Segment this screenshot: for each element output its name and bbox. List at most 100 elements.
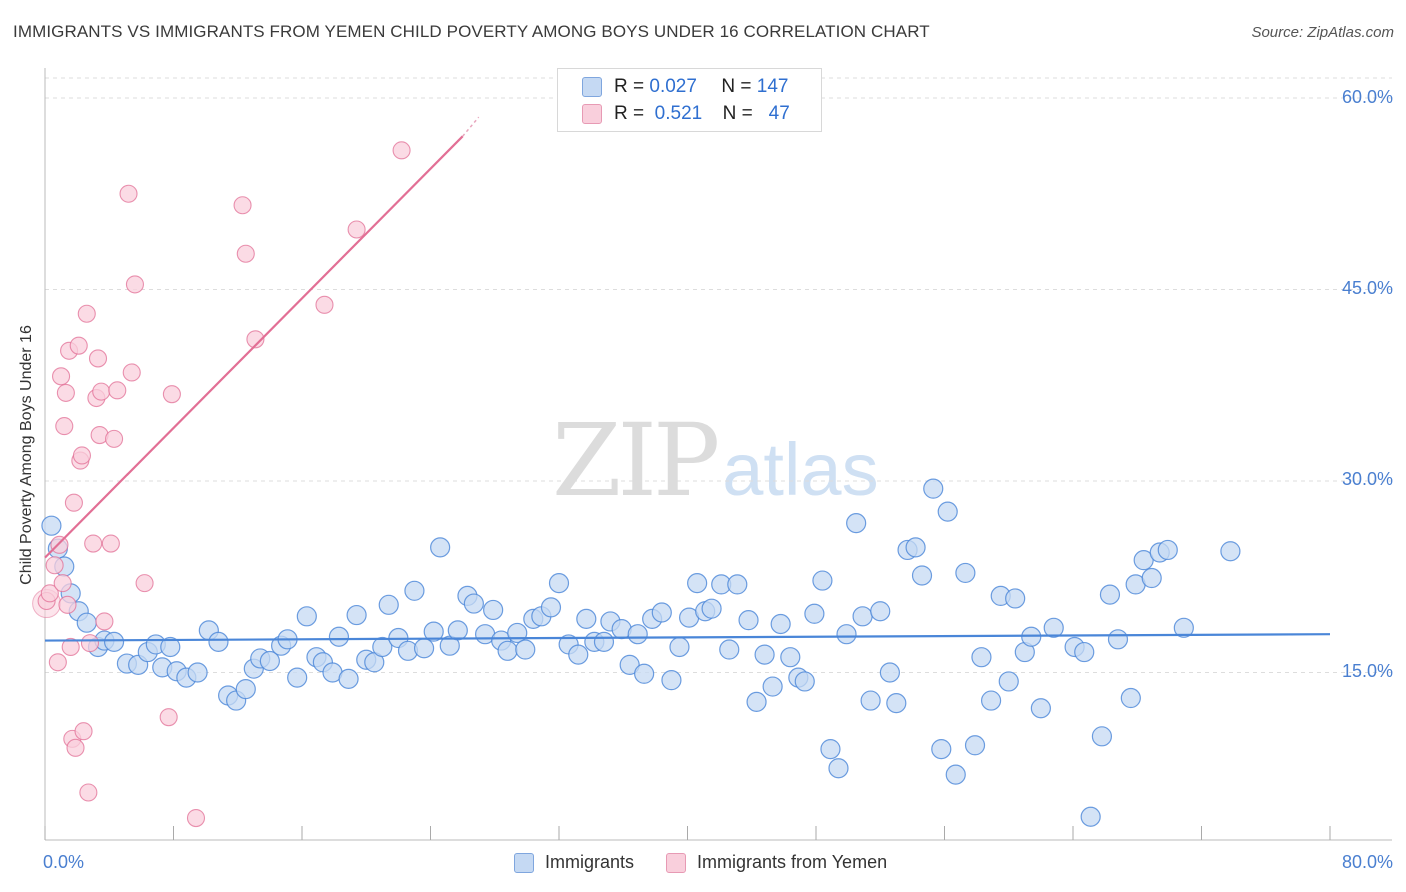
data-point-immigrants (945, 764, 966, 785)
data-point-immigrants (1043, 617, 1064, 638)
data-point-yemen (56, 383, 75, 402)
data-point-immigrants (1173, 617, 1194, 638)
data-point-immigrants (413, 638, 435, 659)
data-point-yemen (233, 196, 252, 215)
data-point-immigrants (669, 636, 690, 658)
data-point-yemen (105, 429, 124, 448)
data-point-immigrants (1120, 687, 1141, 709)
data-point-immigrants (804, 603, 825, 624)
data-point-immigrants (447, 620, 468, 641)
data-point-yemen (53, 574, 72, 593)
legend-swatch-pink (666, 852, 687, 873)
data-point-immigrants (754, 644, 775, 665)
legend-label: Immigrants (545, 852, 635, 872)
data-point-yemen (119, 184, 138, 203)
data-point-immigrants (1157, 539, 1178, 561)
data-point-immigrants (836, 624, 857, 645)
data-point-yemen (95, 612, 114, 631)
data-point-yemen (159, 708, 178, 727)
data-point-yemen (246, 330, 265, 349)
data-point-yemen (80, 634, 100, 653)
data-point-immigrants (497, 640, 518, 661)
data-point-immigrants (727, 574, 748, 595)
data-point-immigrants (971, 647, 992, 668)
data-point-immigrants (627, 624, 648, 645)
data-point-immigrants (870, 601, 891, 622)
data-point-immigrants (372, 636, 393, 658)
legend-label: Immigrants from Yemen (697, 852, 888, 872)
data-point-immigrants (483, 599, 504, 621)
data-point-immigrants (820, 738, 841, 760)
data-point-immigrants (955, 562, 976, 584)
data-point-immigrants (852, 606, 873, 627)
legend-n-label: N = (722, 103, 753, 124)
data-point-yemen (162, 385, 181, 404)
data-point-yemen (125, 275, 144, 294)
data-point-yemen (79, 783, 98, 802)
data-point-yemen (108, 381, 127, 400)
data-point-immigrants (661, 670, 682, 691)
y-tick-label: 30.0% (1341, 469, 1393, 489)
data-point-yemen (101, 534, 120, 553)
data-point-immigrants (404, 580, 425, 601)
data-point-yemen (55, 417, 74, 436)
data-point-immigrants (1107, 629, 1129, 650)
data-point-immigrants (463, 593, 484, 614)
data-point-immigrants (719, 639, 740, 660)
trend-line-yemen (44, 135, 464, 559)
legend-n-label: N = (721, 76, 752, 97)
data-point-immigrants (1091, 726, 1113, 747)
data-point-immigrants (328, 626, 350, 647)
data-point-yemen (58, 595, 77, 614)
legend-item-immigrants: Immigrants (514, 852, 634, 873)
legend-n-value: 47 (768, 103, 790, 124)
data-point-yemen (347, 220, 366, 239)
data-point-immigrants (346, 604, 367, 626)
data-point-immigrants (76, 612, 97, 633)
data-point-yemen (40, 584, 59, 603)
data-point-immigrants (634, 663, 655, 684)
legend-r-value: 0.027 (649, 76, 697, 97)
data-point-immigrants (515, 639, 536, 660)
legend-swatch-blue (582, 77, 602, 97)
data-point-immigrants (770, 613, 791, 635)
data-point-yemen (135, 574, 154, 593)
data-point-immigrants (828, 758, 849, 779)
data-point-immigrants (762, 676, 783, 697)
data-point-yemen (74, 722, 93, 741)
data-point-immigrants (540, 597, 562, 618)
data-point-immigrants (338, 668, 359, 689)
data-point-yemen (50, 535, 69, 554)
data-point-immigrants (259, 650, 280, 672)
legend-r-value: 0.521 (654, 103, 703, 124)
x-tick-label: 80.0% (1341, 852, 1393, 872)
legend-r-label: R = (614, 76, 645, 97)
data-point-immigrants (378, 594, 399, 615)
chart-title: IMMIGRANTS VS IMMIGRANTS FROM YEMEN CHIL… (13, 22, 930, 41)
y-tick-label: 60.0% (1341, 87, 1393, 107)
data-point-immigrants (430, 537, 451, 558)
legend-row-yemen: R = 0.521 N = 47 (582, 102, 790, 126)
trend-line-yemen-extension (462, 116, 480, 137)
data-point-immigrants (103, 631, 125, 652)
data-point-immigrants (911, 565, 933, 586)
data-point-immigrants (1141, 567, 1162, 589)
legend-item-yemen: Immigrants from Yemen (666, 852, 887, 873)
data-point-immigrants (576, 608, 597, 629)
data-point-immigrants (701, 598, 722, 619)
data-point-yemen (48, 653, 67, 672)
data-point-immigrants (687, 573, 708, 594)
data-point-yemen (77, 304, 96, 323)
y-tick-label: 15.0% (1341, 661, 1393, 681)
data-point-immigrants (1080, 806, 1101, 827)
data-point-yemen (236, 244, 255, 263)
data-point-yemen (122, 363, 141, 382)
data-point-yemen (61, 637, 80, 657)
data-point-immigrants (812, 570, 833, 591)
watermark-atlas: atlas (722, 428, 879, 511)
data-point-immigrants (780, 647, 801, 668)
source-label: Source: ZipAtlas.com (1251, 24, 1394, 41)
data-point-immigrants (980, 690, 1002, 711)
data-point-yemen (72, 446, 91, 465)
